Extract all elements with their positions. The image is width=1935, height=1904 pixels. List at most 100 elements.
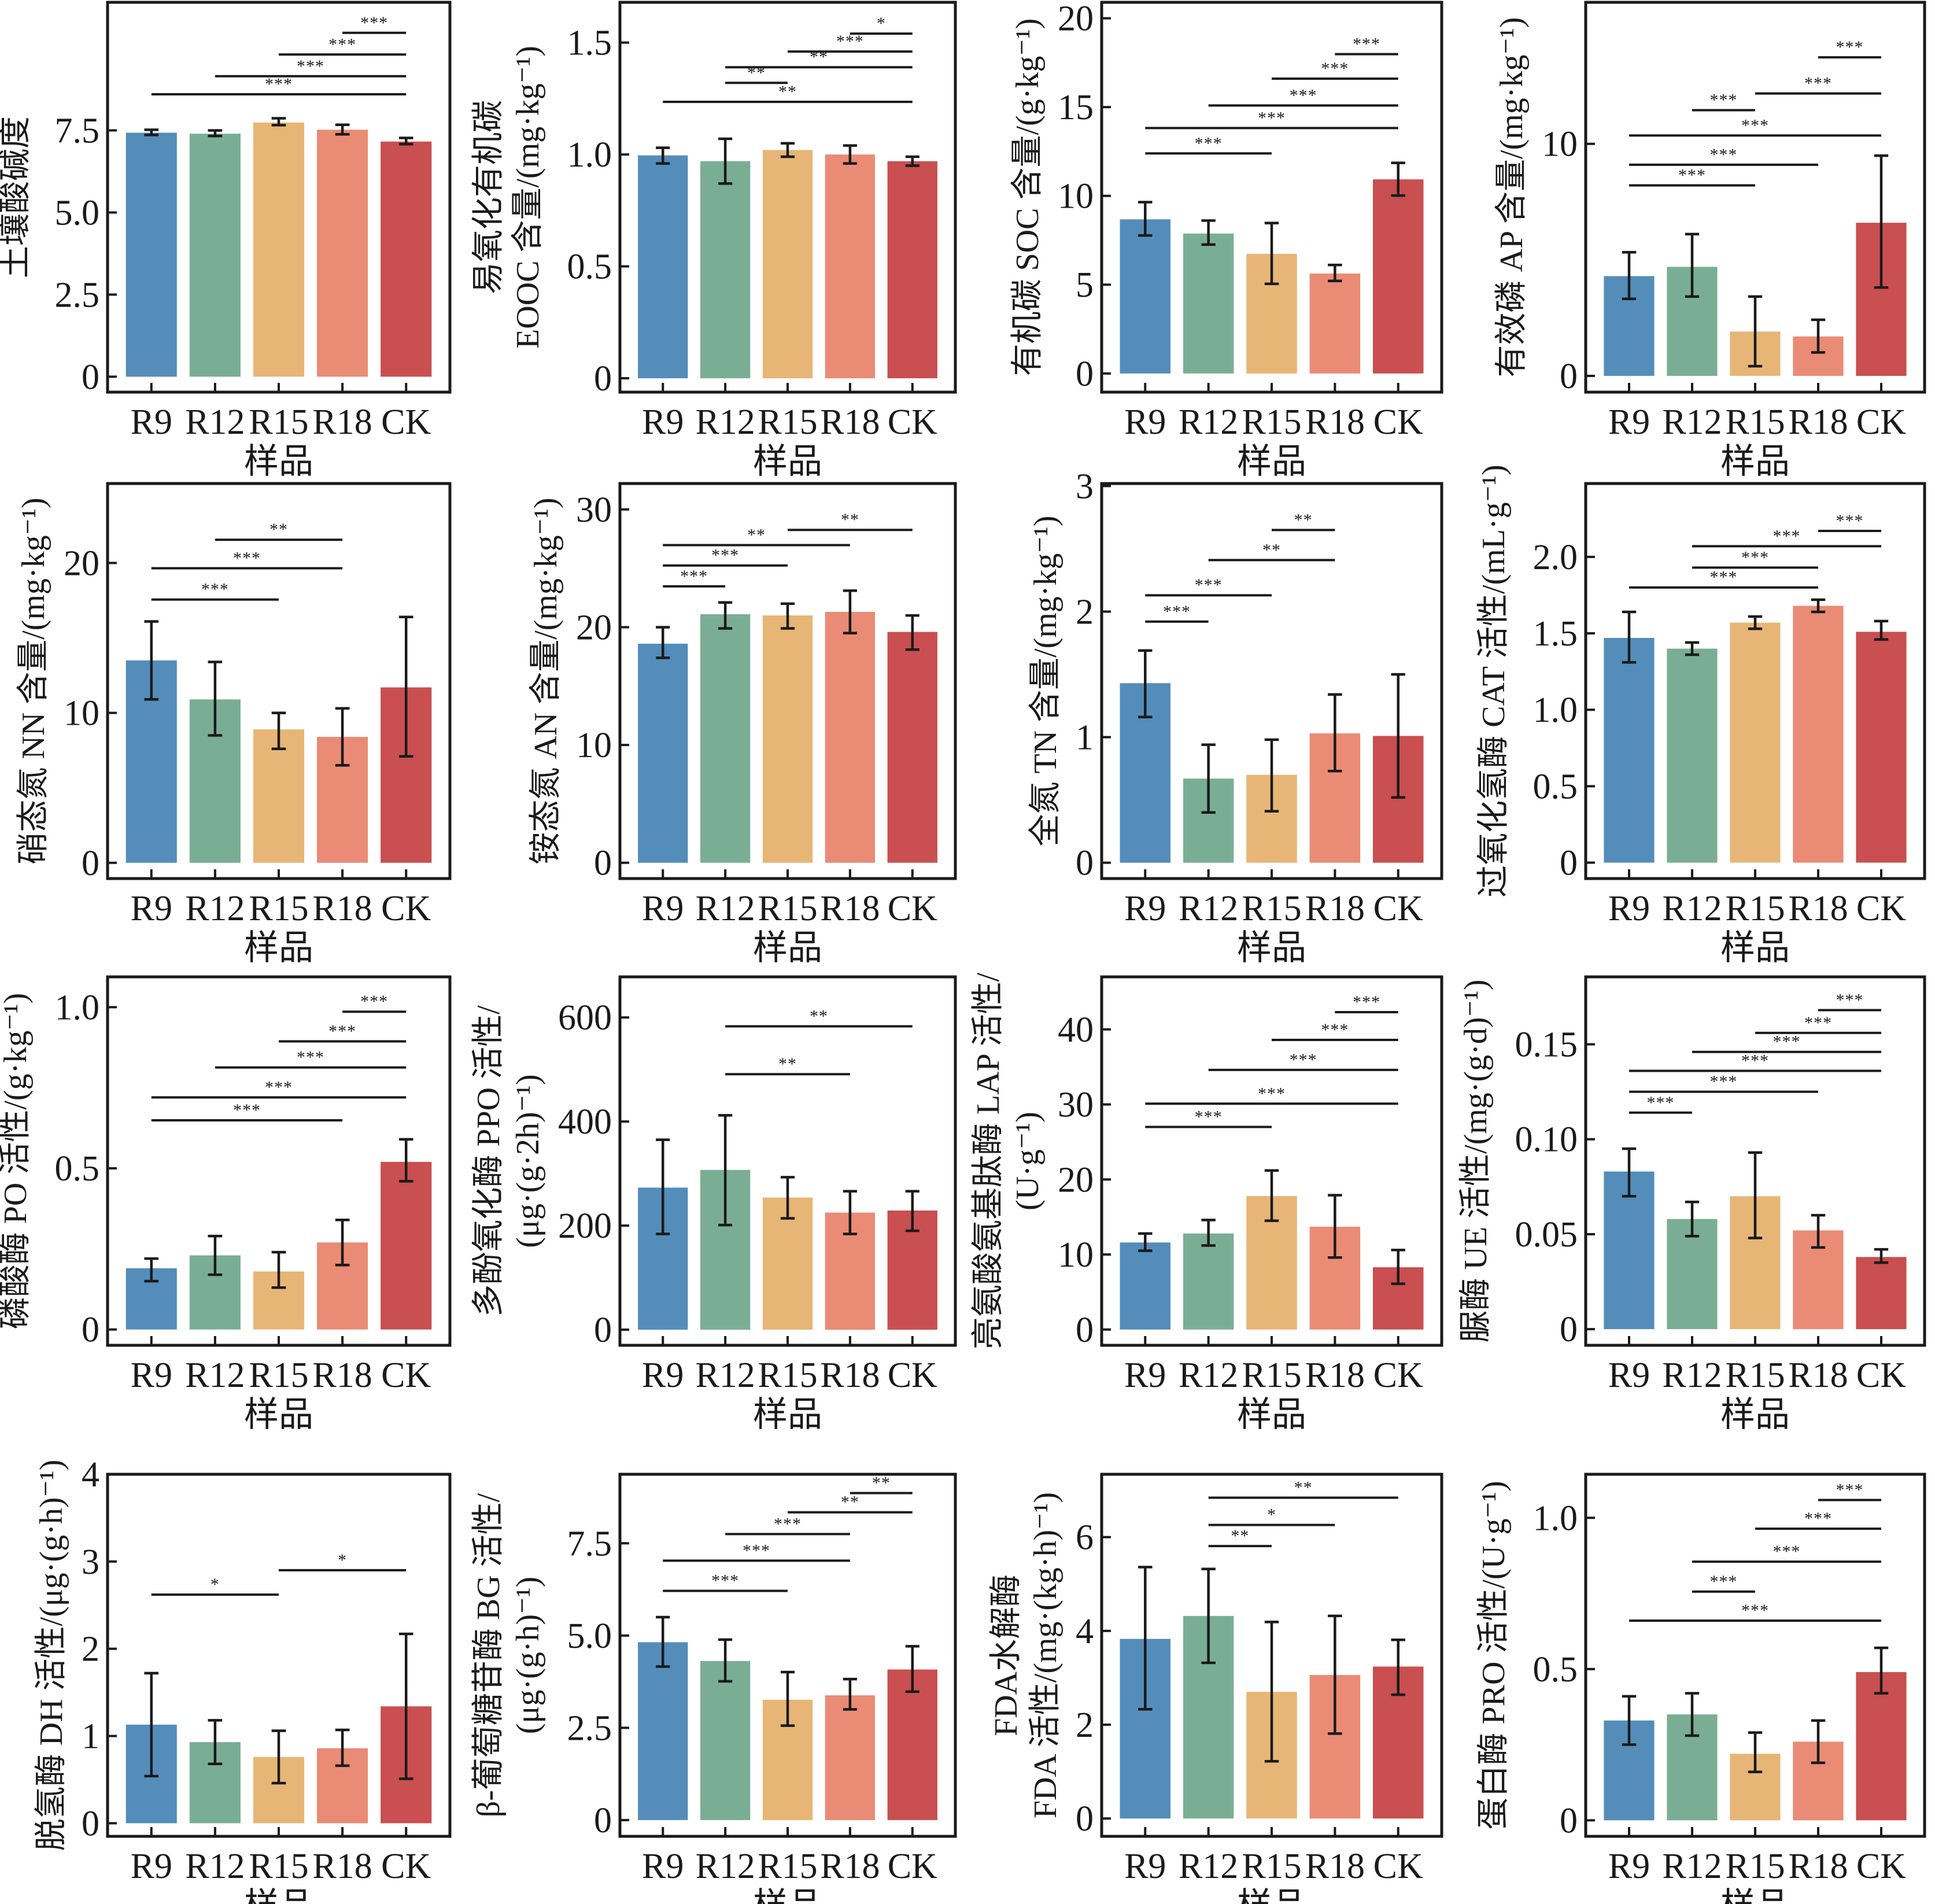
significance-stars: *	[211, 1575, 220, 1594]
x-tick-label: R15	[1242, 889, 1301, 928]
y-tick-label: 2.5	[55, 275, 100, 315]
x-tick-label: R18	[312, 403, 372, 442]
significance-stars: ***	[1836, 511, 1863, 530]
significance-stars: **	[269, 520, 288, 539]
x-tick-label: R9	[642, 1356, 684, 1395]
x-axis-label: 样品	[753, 1887, 822, 1904]
y-tick-label: 3	[1076, 467, 1094, 506]
x-tick-label: R18	[820, 889, 880, 928]
bar-r12	[1183, 233, 1234, 374]
error-bar-r9	[144, 1257, 159, 1283]
y-tick-label: 0.5	[567, 248, 612, 287]
x-tick-label: R9	[1608, 1356, 1650, 1395]
significance-stars: ***	[1678, 166, 1706, 185]
error-bar-r18	[1811, 1719, 1826, 1765]
bar-r15	[253, 122, 305, 377]
significance-stars: ***	[1772, 1542, 1800, 1561]
significance-bracket: *	[850, 14, 913, 35]
significance-stars: ***	[1741, 116, 1769, 135]
significance-bracket: **	[788, 1493, 913, 1514]
significance-stars: ***	[233, 1101, 261, 1120]
x-tick-label: R12	[695, 889, 755, 928]
bar-r12	[1183, 1233, 1234, 1330]
bar-ck	[887, 1669, 937, 1820]
x-tick-label: R12	[185, 889, 245, 928]
error-bar-r12	[208, 1234, 223, 1276]
x-tick-label: R15	[1242, 403, 1301, 442]
error-bar-ck	[398, 1632, 413, 1780]
significance-bracket: ***	[1208, 86, 1398, 107]
significance-bracket: ***	[1692, 1032, 1881, 1053]
y-tick-label: 200	[558, 1206, 612, 1246]
error-bar-r15	[271, 1250, 286, 1289]
error-bar-r15	[780, 1176, 795, 1220]
x-tick-label: R18	[820, 1847, 880, 1886]
error-bar-r9	[1138, 1566, 1153, 1711]
y-axis-label: 多酚氧化酶 PPO 活性/	[471, 1005, 507, 1317]
y-tick-label: 5.0	[567, 1617, 612, 1656]
error-bar-r9	[1138, 201, 1153, 237]
error-bar-r15	[1264, 222, 1279, 285]
y-tick-label: 20	[1058, 0, 1094, 39]
x-tick-label: R9	[131, 403, 172, 442]
error-bar-r12	[1685, 641, 1700, 656]
error-bar-r9	[656, 146, 670, 165]
error-bar-r15	[1748, 295, 1763, 368]
y-tick-label: 0.5	[1533, 767, 1578, 806]
x-tick-label: R15	[758, 1847, 817, 1886]
x-tick-label: CK	[888, 403, 937, 442]
x-tick-label: R18	[1305, 403, 1365, 442]
significance-bracket: ***	[1629, 166, 1755, 187]
y-tick-label: 1.0	[1533, 1499, 1578, 1538]
significance-stars: ***	[1804, 1509, 1832, 1528]
x-tick-label: CK	[1373, 1356, 1423, 1395]
bar-ck	[1856, 632, 1907, 863]
significance-stars: ***	[1772, 526, 1800, 545]
error-bar-r15	[780, 602, 795, 630]
y-tick-label: 0	[594, 1801, 612, 1840]
error-bar-ck	[398, 136, 413, 146]
error-bar-r15	[780, 1670, 795, 1727]
y-tick-label: 2	[1076, 1706, 1094, 1745]
y-tick-label: 6	[1076, 1518, 1094, 1558]
bar-r18	[825, 1695, 876, 1820]
y-tick-label: 0	[82, 1804, 99, 1843]
bar-r15	[762, 150, 813, 379]
significance-stars: ***	[1741, 548, 1769, 567]
bar-r9	[638, 643, 688, 863]
significance-stars: ***	[1710, 145, 1738, 164]
error-bar-r18	[1328, 1194, 1342, 1259]
y-tick-label: 10	[1058, 1235, 1094, 1275]
error-bar-ck	[398, 1138, 413, 1183]
significance-stars: *	[1267, 1506, 1276, 1525]
y-tick-label: 1.0	[55, 988, 100, 1027]
error-bar-r9	[144, 128, 159, 136]
significance-stars: ***	[1258, 108, 1286, 127]
x-tick-label: R18	[1305, 889, 1365, 928]
error-bar-ck	[398, 615, 413, 758]
significance-bracket: ***	[1629, 1072, 1818, 1093]
error-bar-r15	[1748, 1731, 1763, 1773]
significance-stars: ***	[1836, 1480, 1863, 1499]
panel-eooc: 0 0.5 1.0 1.5 R9 R12 R15 R18 CK 样品 易氧化有机碳 EOOC 含量/(…	[471, 1, 957, 481]
error-bar-r12	[1201, 1219, 1216, 1247]
y-tick-label: 10	[1542, 125, 1578, 164]
x-tick-label: CK	[888, 1356, 937, 1395]
significance-stars: ***	[743, 1541, 770, 1560]
y-axis-label: 土壤酸碱度	[0, 116, 34, 278]
y-tick-label: 20	[64, 544, 99, 583]
y-tick-label: 0.15	[1515, 1025, 1578, 1065]
bar-r18	[825, 611, 876, 863]
error-bar-ck	[1391, 673, 1405, 799]
y-tick-label: 0	[82, 844, 99, 883]
x-tick-label: CK	[888, 1847, 937, 1886]
bar-r9	[638, 155, 688, 379]
x-tick-label: R18	[820, 1356, 880, 1395]
y-tick-label: 0	[1076, 355, 1094, 394]
y-axis-label: 脱氢酶 DH 活性/(μg·(g·h)⁻¹)	[34, 1460, 69, 1851]
significance-bracket: **	[1272, 510, 1335, 532]
